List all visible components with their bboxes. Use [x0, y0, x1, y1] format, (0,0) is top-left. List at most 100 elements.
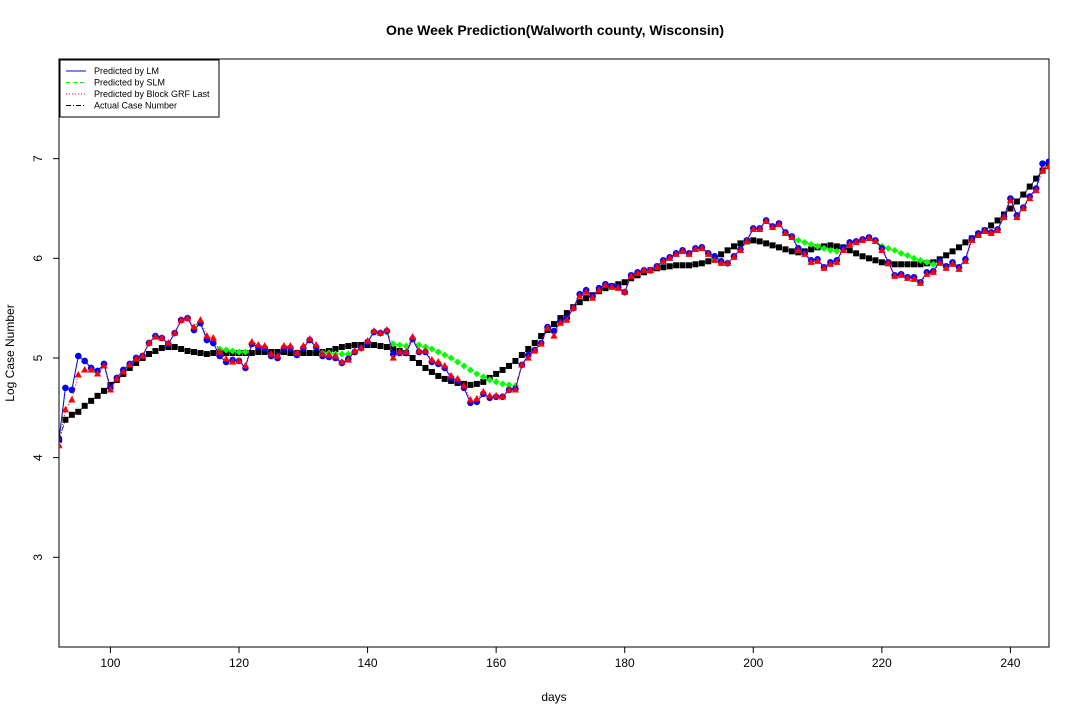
- data-point: [704, 250, 712, 257]
- data-point: [910, 275, 918, 282]
- data-point: [441, 361, 449, 369]
- data-point: [782, 246, 789, 253]
- data-point: [396, 348, 404, 355]
- data-point: [865, 234, 873, 241]
- data-point: [229, 347, 237, 355]
- x-tick-label: 240: [1000, 656, 1020, 670]
- data-point: [556, 319, 565, 326]
- data-point: [756, 225, 764, 233]
- data-point: [673, 262, 680, 269]
- data-point: [338, 357, 346, 365]
- legend-label: Predicted by Block GRF Last: [94, 89, 210, 99]
- data-point: [81, 357, 89, 365]
- data-point: [512, 357, 519, 364]
- data-point: [434, 357, 442, 365]
- data-point: [884, 259, 892, 266]
- data-point: [184, 348, 191, 355]
- data-point: [203, 350, 210, 357]
- data-point: [222, 346, 230, 354]
- data-point: [377, 343, 384, 350]
- data-point: [100, 361, 108, 369]
- data-point: [273, 351, 282, 359]
- data-point: [775, 220, 783, 228]
- data-point: [196, 316, 205, 323]
- data-point: [718, 251, 725, 258]
- data-point: [602, 285, 609, 292]
- data-point: [904, 251, 912, 259]
- data-point: [467, 381, 474, 388]
- data-point: [563, 316, 571, 323]
- data-point: [119, 367, 127, 375]
- data-point: [133, 359, 140, 366]
- data-point: [1013, 198, 1020, 205]
- data-point: [588, 294, 597, 301]
- data-point: [659, 257, 667, 264]
- data-point: [415, 347, 423, 354]
- data-point: [344, 350, 352, 358]
- legend: Predicted by LM Predicted by SLMPredicted…: [59, 59, 220, 118]
- data-point: [447, 371, 455, 379]
- data-point: [402, 348, 410, 355]
- data-point: [601, 281, 610, 288]
- data-point: [126, 364, 133, 371]
- y-tick-label: 7: [31, 155, 45, 162]
- data-point: [563, 310, 570, 317]
- data-point: [132, 354, 140, 362]
- data-point: [313, 350, 320, 356]
- x-tick-label: 100: [100, 656, 120, 670]
- data-point: [859, 253, 866, 260]
- data-point: [255, 349, 262, 356]
- data-point: [686, 262, 692, 269]
- data-point: [499, 380, 507, 388]
- data-point: [891, 272, 899, 279]
- data-point: [583, 295, 590, 302]
- data-point: [871, 237, 880, 244]
- data-point: [351, 347, 359, 354]
- data-point: [820, 264, 828, 271]
- data-point: [640, 266, 648, 273]
- data-point: [898, 261, 905, 268]
- data-point: [113, 374, 121, 382]
- y-tick-label: 6: [31, 255, 45, 262]
- data-point: [210, 350, 217, 356]
- data-point: [911, 261, 917, 268]
- data-point: [897, 271, 905, 278]
- x-tick-label: 140: [358, 656, 378, 670]
- data-point: [261, 349, 268, 356]
- x-axis: 100 120 140 160 180 200 220 240: [100, 647, 1021, 670]
- data-point: [351, 342, 358, 349]
- data-point: [293, 349, 301, 356]
- data-point: [454, 358, 462, 366]
- data-point: [151, 333, 160, 340]
- legend-label: Predicted by SLM: [94, 78, 165, 88]
- data-point: [428, 355, 436, 363]
- data-point: [813, 257, 822, 264]
- series-line: [59, 161, 1049, 440]
- data-point: [956, 244, 962, 251]
- data-point: [666, 254, 674, 261]
- data-point: [723, 259, 732, 266]
- data-point: [68, 386, 76, 394]
- data-point: [691, 245, 700, 252]
- data-point: [209, 334, 217, 341]
- x-tick-label: 220: [872, 656, 892, 670]
- data-point: [61, 405, 70, 413]
- data-point: [768, 223, 777, 231]
- data-point: [724, 247, 731, 254]
- data-point: [466, 395, 475, 403]
- data-point: [692, 261, 699, 268]
- data-point: [646, 266, 655, 273]
- data-point: [480, 378, 487, 385]
- data-point: [672, 250, 680, 257]
- data-point: [917, 261, 924, 268]
- data-point: [737, 240, 744, 247]
- data-point: [756, 238, 763, 245]
- data-point: [923, 270, 931, 277]
- data-point: [891, 261, 898, 268]
- data-point: [281, 349, 287, 356]
- data-point: [280, 342, 288, 349]
- data-point: [1007, 205, 1014, 212]
- data-point: [955, 265, 963, 272]
- data-point: [505, 381, 513, 389]
- y-axis-label: Log Case Number: [3, 304, 17, 401]
